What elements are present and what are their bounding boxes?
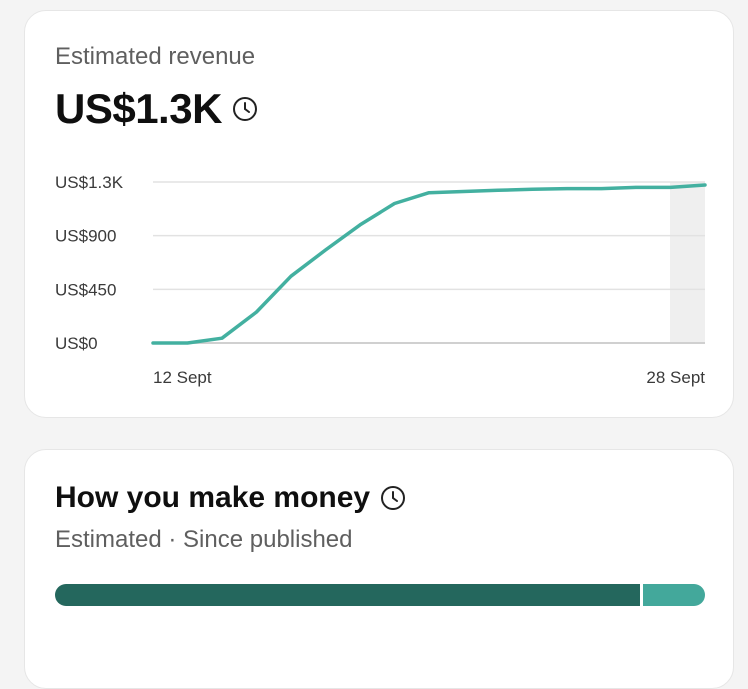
x-tick-label-end: 28 Sept	[646, 368, 705, 387]
revenue-share-bar[interactable]	[55, 584, 705, 606]
chart-shaded-region	[670, 182, 705, 343]
clock-icon[interactable]	[380, 485, 406, 511]
revenue-amount: US$1.3K	[55, 85, 222, 132]
how-you-make-money-card: How you make money Estimated · Since pub…	[24, 449, 734, 689]
revenue-title: Estimated revenue	[55, 43, 256, 70]
estimated-revenue-card: Estimated revenue US$1.3K US$0 US$450 US$9…	[24, 10, 734, 418]
money-title-row: How you make money	[55, 480, 406, 516]
money-subtitle: Estimated · Since published	[55, 526, 353, 553]
money-title: How you make money	[55, 481, 371, 514]
revenue-share-divider	[640, 584, 643, 606]
x-tick-label-start: 12 Sept	[153, 368, 212, 387]
revenue-series-line	[151, 183, 707, 345]
y-tick-label: US$900	[55, 227, 116, 246]
clock-icon[interactable]	[232, 96, 258, 122]
revenue-share-secondary-segment[interactable]	[643, 584, 705, 606]
y-tick-label: US$450	[55, 280, 116, 299]
y-tick-label: US$0	[55, 334, 98, 353]
revenue-line-chart: US$0 US$450 US$900 US$1.3K 12 Sept 28 Sept	[55, 173, 707, 387]
revenue-amount-row: US$1.3K	[55, 85, 258, 133]
y-tick-label: US$1.3K	[55, 173, 124, 192]
revenue-chart: US$0 US$450 US$900 US$1.3K 12 Sept 28 Sept	[25, 11, 735, 419]
revenue-share-primary-segment[interactable]	[55, 584, 640, 606]
